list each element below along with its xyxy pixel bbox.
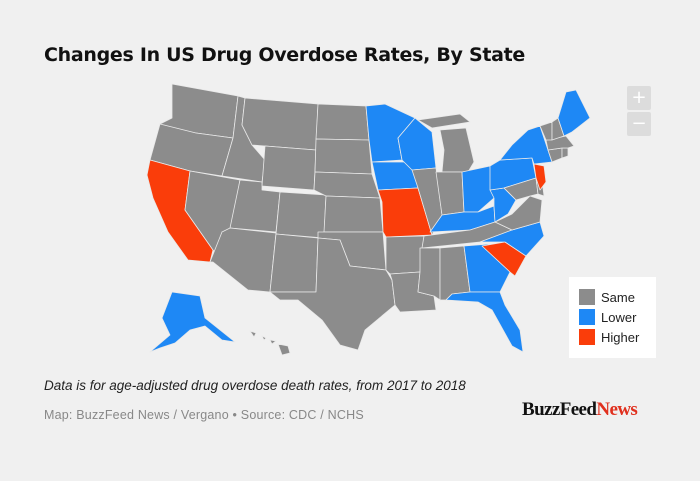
legend-swatch-higher xyxy=(579,329,595,345)
state-new-jersey[interactable] xyxy=(533,163,547,191)
state-north-dakota[interactable] xyxy=(315,103,370,141)
state-rhode-island[interactable] xyxy=(561,147,569,159)
legend-label-lower: Lower xyxy=(601,309,637,325)
zoom-in-button[interactable]: + xyxy=(627,86,651,110)
legend-label-higher: Higher xyxy=(601,329,640,345)
brand-accent: News xyxy=(596,399,638,420)
state-maryland[interactable] xyxy=(503,177,539,201)
state-new-mexico[interactable] xyxy=(269,233,319,293)
state-maine[interactable] xyxy=(557,89,591,137)
brand-main: BuzzFeed xyxy=(522,399,597,420)
legend-swatch-same xyxy=(579,289,595,305)
state-kansas[interactable] xyxy=(323,195,384,233)
state-south-dakota[interactable] xyxy=(314,138,373,175)
legend-item-higher: Higher xyxy=(579,329,639,345)
map-credit: Map: BuzzFeed News / Vergano • Source: C… xyxy=(44,408,364,422)
state-hawaii[interactable] xyxy=(249,330,291,356)
state-mississippi[interactable] xyxy=(417,247,441,301)
state-virginia[interactable] xyxy=(494,195,543,231)
state-arizona[interactable] xyxy=(209,227,277,293)
zoom-out-button[interactable]: − xyxy=(627,112,651,136)
legend-label-same: Same xyxy=(601,289,635,305)
legend-item-same: Same xyxy=(579,289,635,305)
map-title: Changes In US Drug Overdose Rates, By St… xyxy=(44,44,526,66)
state-nebraska[interactable] xyxy=(313,171,381,199)
map-legend: Same Lower Higher xyxy=(569,277,656,358)
state-montana[interactable] xyxy=(241,97,319,151)
state-south-carolina[interactable] xyxy=(481,241,527,277)
legend-swatch-lower xyxy=(579,309,595,325)
legend-item-lower: Lower xyxy=(579,309,636,325)
buzzfeed-news-logo: BuzzFeedNews xyxy=(522,399,638,421)
state-alaska[interactable] xyxy=(149,291,236,353)
state-florida[interactable] xyxy=(445,291,524,353)
state-ohio[interactable] xyxy=(461,165,495,213)
state-wyoming[interactable] xyxy=(261,145,317,191)
state-texas[interactable] xyxy=(269,237,396,351)
state-arkansas[interactable] xyxy=(385,235,425,275)
map-caption: Data is for age-adjusted drug overdose d… xyxy=(44,378,466,393)
state-colorado[interactable] xyxy=(275,191,327,239)
